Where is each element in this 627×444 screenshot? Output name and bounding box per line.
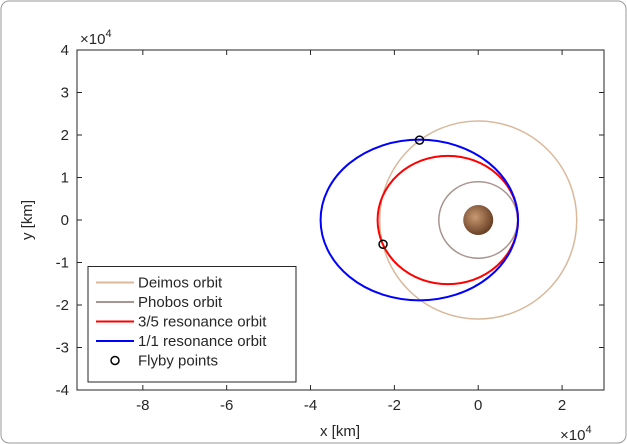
y-tick-label: -1 <box>56 255 69 272</box>
legend-swatch <box>110 355 120 366</box>
y-tick-label: -4 <box>56 382 69 399</box>
x-multiplier-exponent: 4 <box>585 424 591 436</box>
legend-label: Phobos orbit <box>138 294 223 311</box>
x-multiplier-base: ×10 <box>560 427 585 444</box>
x-label: x [km] <box>320 423 360 440</box>
y-tick-label: -3 <box>56 340 69 357</box>
y-multiplier-exponent: 4 <box>105 28 111 40</box>
legend-label: Flyby points <box>138 353 218 370</box>
orbit <box>378 120 578 320</box>
x-tick-label: -8 <box>136 397 149 414</box>
flyby-point <box>378 239 388 249</box>
orbit <box>319 138 520 302</box>
y-tick-label: 0 <box>61 212 69 229</box>
x-tick-label: 0 <box>474 397 482 414</box>
y-multiplier: ×104 <box>80 28 112 48</box>
y-tick-label: -2 <box>56 297 69 314</box>
legend-label: Deimos orbit <box>138 275 223 292</box>
y-tick-label: 2 <box>61 127 69 144</box>
y-tick-label: 1 <box>61 170 69 187</box>
x-tick-label: 2 <box>558 397 566 414</box>
x-tick-label: -2 <box>388 397 401 414</box>
flyby-point <box>414 135 425 145</box>
x-multiplier: ×104 <box>560 424 592 444</box>
axes-box <box>76 49 605 391</box>
x-tick-label: -4 <box>304 397 317 414</box>
mars <box>463 205 494 235</box>
legend-label: 1/1 resonance orbit <box>138 333 267 350</box>
y-tick-label: 4 <box>61 42 69 59</box>
y-tick-label: 3 <box>61 85 69 102</box>
y-label: y [km] <box>19 200 36 240</box>
x-tick-label: -6 <box>220 397 233 414</box>
y-multiplier-base: ×10 <box>80 31 105 48</box>
legend-box <box>87 266 297 383</box>
legend-label: 3/5 resonance orbit <box>138 314 267 331</box>
